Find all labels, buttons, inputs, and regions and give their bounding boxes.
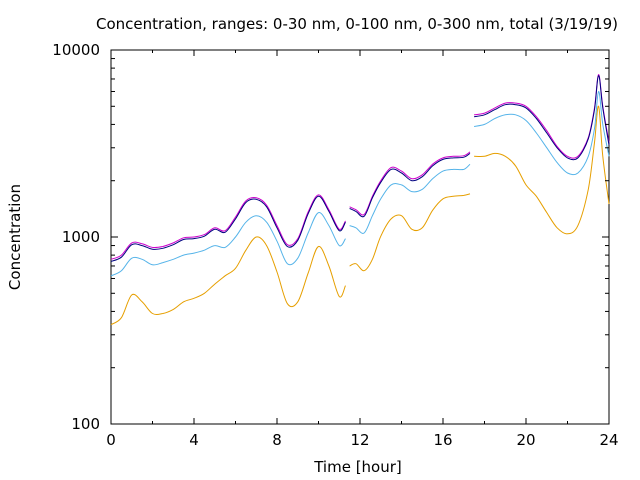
- x-axis-title: Time [hour]: [313, 458, 402, 476]
- y-axis-title: Concentration: [6, 184, 24, 290]
- series-1-segment-1-line: [110, 236, 346, 326]
- series-layer: [110, 73, 610, 326]
- series-1-segment-2-line: [349, 193, 471, 272]
- series-2-segment-2-line: [349, 163, 471, 234]
- x-tick-label: 24: [599, 431, 618, 449]
- series-3-segment-2-line: [349, 151, 471, 216]
- x-tick-label: 0: [106, 431, 116, 449]
- series-4-segment-2-line: [349, 152, 471, 218]
- y-tick-label: 1000: [62, 228, 100, 246]
- x-tick-label: 12: [350, 431, 369, 449]
- y-tick-label: 100: [71, 415, 100, 433]
- series-2-segment-1-line: [110, 212, 346, 277]
- series-1-segment-3-line: [474, 105, 610, 235]
- series-3-segment-1-line: [110, 194, 346, 260]
- x-tick-label: 8: [272, 431, 282, 449]
- series-4-segment-1-line: [110, 195, 346, 262]
- x-tick-label: 4: [189, 431, 199, 449]
- y-tick-label: 10000: [52, 41, 100, 59]
- x-tick-label: 20: [516, 431, 535, 449]
- series-4-segment-3-line: [474, 75, 610, 161]
- chart-title: Concentration, ranges: 0-30 nm, 0-100 nm…: [96, 15, 618, 33]
- series-3-segment-3-line: [474, 73, 610, 159]
- x-axis: 0 4 8 12 16 20 24: [106, 50, 619, 449]
- y-axis: 100 1000 10000: [52, 41, 609, 433]
- x-tick-label: 16: [433, 431, 452, 449]
- series-2-segment-3-line: [473, 90, 610, 176]
